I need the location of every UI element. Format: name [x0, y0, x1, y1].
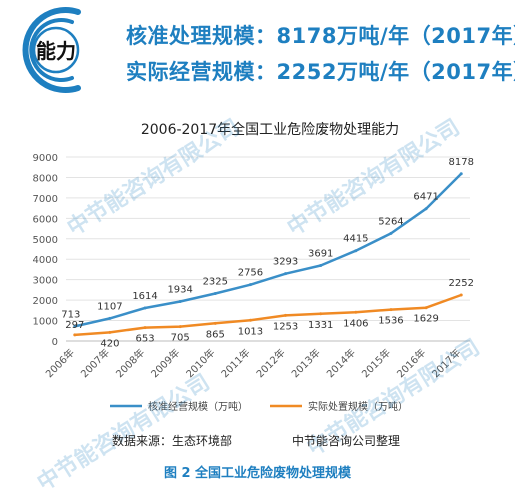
data-label: 1253 — [273, 321, 298, 332]
data-point — [459, 172, 463, 176]
data-label: 1406 — [343, 318, 368, 329]
data-label: 653 — [135, 334, 154, 345]
data-point — [108, 316, 112, 320]
x-tick-label: 2012年 — [253, 346, 287, 380]
figure-caption: 图 2 全国工业危险废物处理规模 — [163, 466, 352, 481]
data-label: 297 — [65, 320, 84, 331]
data-point — [73, 324, 77, 328]
capacity-line-chart: 2006-2017年全国工业危险废物处理能力 0 1000 2000 3000 4000 5… — [33, 121, 474, 413]
data-point — [284, 272, 288, 276]
data-label: 6471 — [413, 192, 438, 203]
data-point — [389, 231, 393, 235]
y-tick-label: 5000 — [33, 235, 58, 246]
data-label: 3691 — [308, 249, 333, 260]
x-tick-label: 2015年 — [359, 346, 393, 380]
approved-capacity-headline: 核准处理规模：8178万吨/年（2017年） — [126, 24, 515, 48]
data-point — [108, 330, 112, 334]
y-tick-label: 2000 — [33, 296, 58, 307]
data-point — [143, 306, 147, 310]
data-point — [424, 207, 428, 211]
data-label: 1331 — [308, 320, 333, 331]
data-label: 2252 — [448, 278, 473, 289]
x-tick-label: 2007年 — [78, 346, 112, 380]
data-point — [248, 318, 252, 322]
data-point — [248, 283, 252, 287]
data-label: 713 — [61, 309, 80, 320]
data-point — [178, 299, 182, 303]
y-tick-label: 4000 — [33, 255, 58, 266]
data-point — [143, 326, 147, 330]
x-tick-label: 2010年 — [183, 346, 217, 380]
x-tick-label: 2017年 — [429, 346, 463, 380]
data-point — [354, 249, 358, 253]
y-tick-label: 0 — [52, 337, 58, 348]
y-tick-label: 3000 — [33, 276, 58, 287]
data-point — [319, 264, 323, 268]
data-point — [284, 313, 288, 317]
y-tick-label: 9000 — [33, 153, 58, 164]
x-tick-label: 2006年 — [43, 346, 77, 380]
data-label: 865 — [206, 329, 225, 340]
data-label: 1614 — [132, 291, 157, 302]
data-label: 5264 — [378, 216, 403, 227]
data-label: 3293 — [273, 257, 298, 268]
data-label: 1536 — [378, 316, 403, 327]
data-label: 1629 — [413, 314, 438, 325]
series-line-actual — [74, 293, 462, 337]
data-point — [319, 312, 323, 316]
header-banner: 能力 核准处理规模：8178万吨/年（2017年） 实际经营规模：2252万吨/… — [0, 0, 515, 100]
y-tick-label: 8000 — [33, 173, 58, 184]
data-point — [213, 291, 217, 295]
legend-label: 核准经营规模（万吨） — [148, 400, 248, 413]
series-line-approved — [74, 172, 463, 328]
data-point — [354, 310, 358, 314]
data-point — [389, 308, 393, 312]
logo-text: 能力 — [36, 39, 76, 63]
y-tick-label: 7000 — [33, 194, 58, 205]
x-tick-label: 2013年 — [289, 346, 323, 380]
data-label: 705 — [171, 333, 190, 344]
data-label: 4415 — [343, 234, 368, 245]
actual-capacity-headline: 实际经营规模：2252万吨/年（2017年） — [126, 60, 515, 84]
compiled-by-note: 中节能咨询公司整理 — [292, 434, 401, 448]
y-tick-label: 6000 — [33, 214, 58, 225]
data-source-note: 数据来源：生态环境部 — [112, 434, 233, 448]
data-label: 1934 — [167, 284, 192, 295]
data-point — [459, 293, 463, 297]
x-tick-label: 2014年 — [324, 346, 358, 380]
x-tick-label: 2016年 — [394, 346, 428, 380]
x-tick-label: 2009年 — [148, 346, 182, 380]
data-label: 2756 — [238, 268, 263, 279]
data-label: 8178 — [448, 157, 473, 168]
y-tick-label: 1000 — [33, 317, 58, 328]
legend-label: 实际处置规模（万吨） — [308, 400, 408, 413]
chart-title: 2006-2017年全国工业危险废物处理能力 — [141, 121, 399, 138]
logo-emblem: 能力 — [22, 7, 81, 93]
data-point — [424, 306, 428, 310]
data-label: 2325 — [203, 276, 228, 287]
x-tick-label: 2011年 — [218, 346, 252, 380]
x-tick-label: 2008年 — [113, 346, 147, 380]
data-point — [178, 325, 182, 329]
data-label: 1013 — [238, 326, 263, 337]
data-point — [213, 321, 217, 325]
data-point — [73, 333, 77, 337]
data-label: 1107 — [97, 301, 122, 312]
data-label: 420 — [100, 338, 119, 349]
